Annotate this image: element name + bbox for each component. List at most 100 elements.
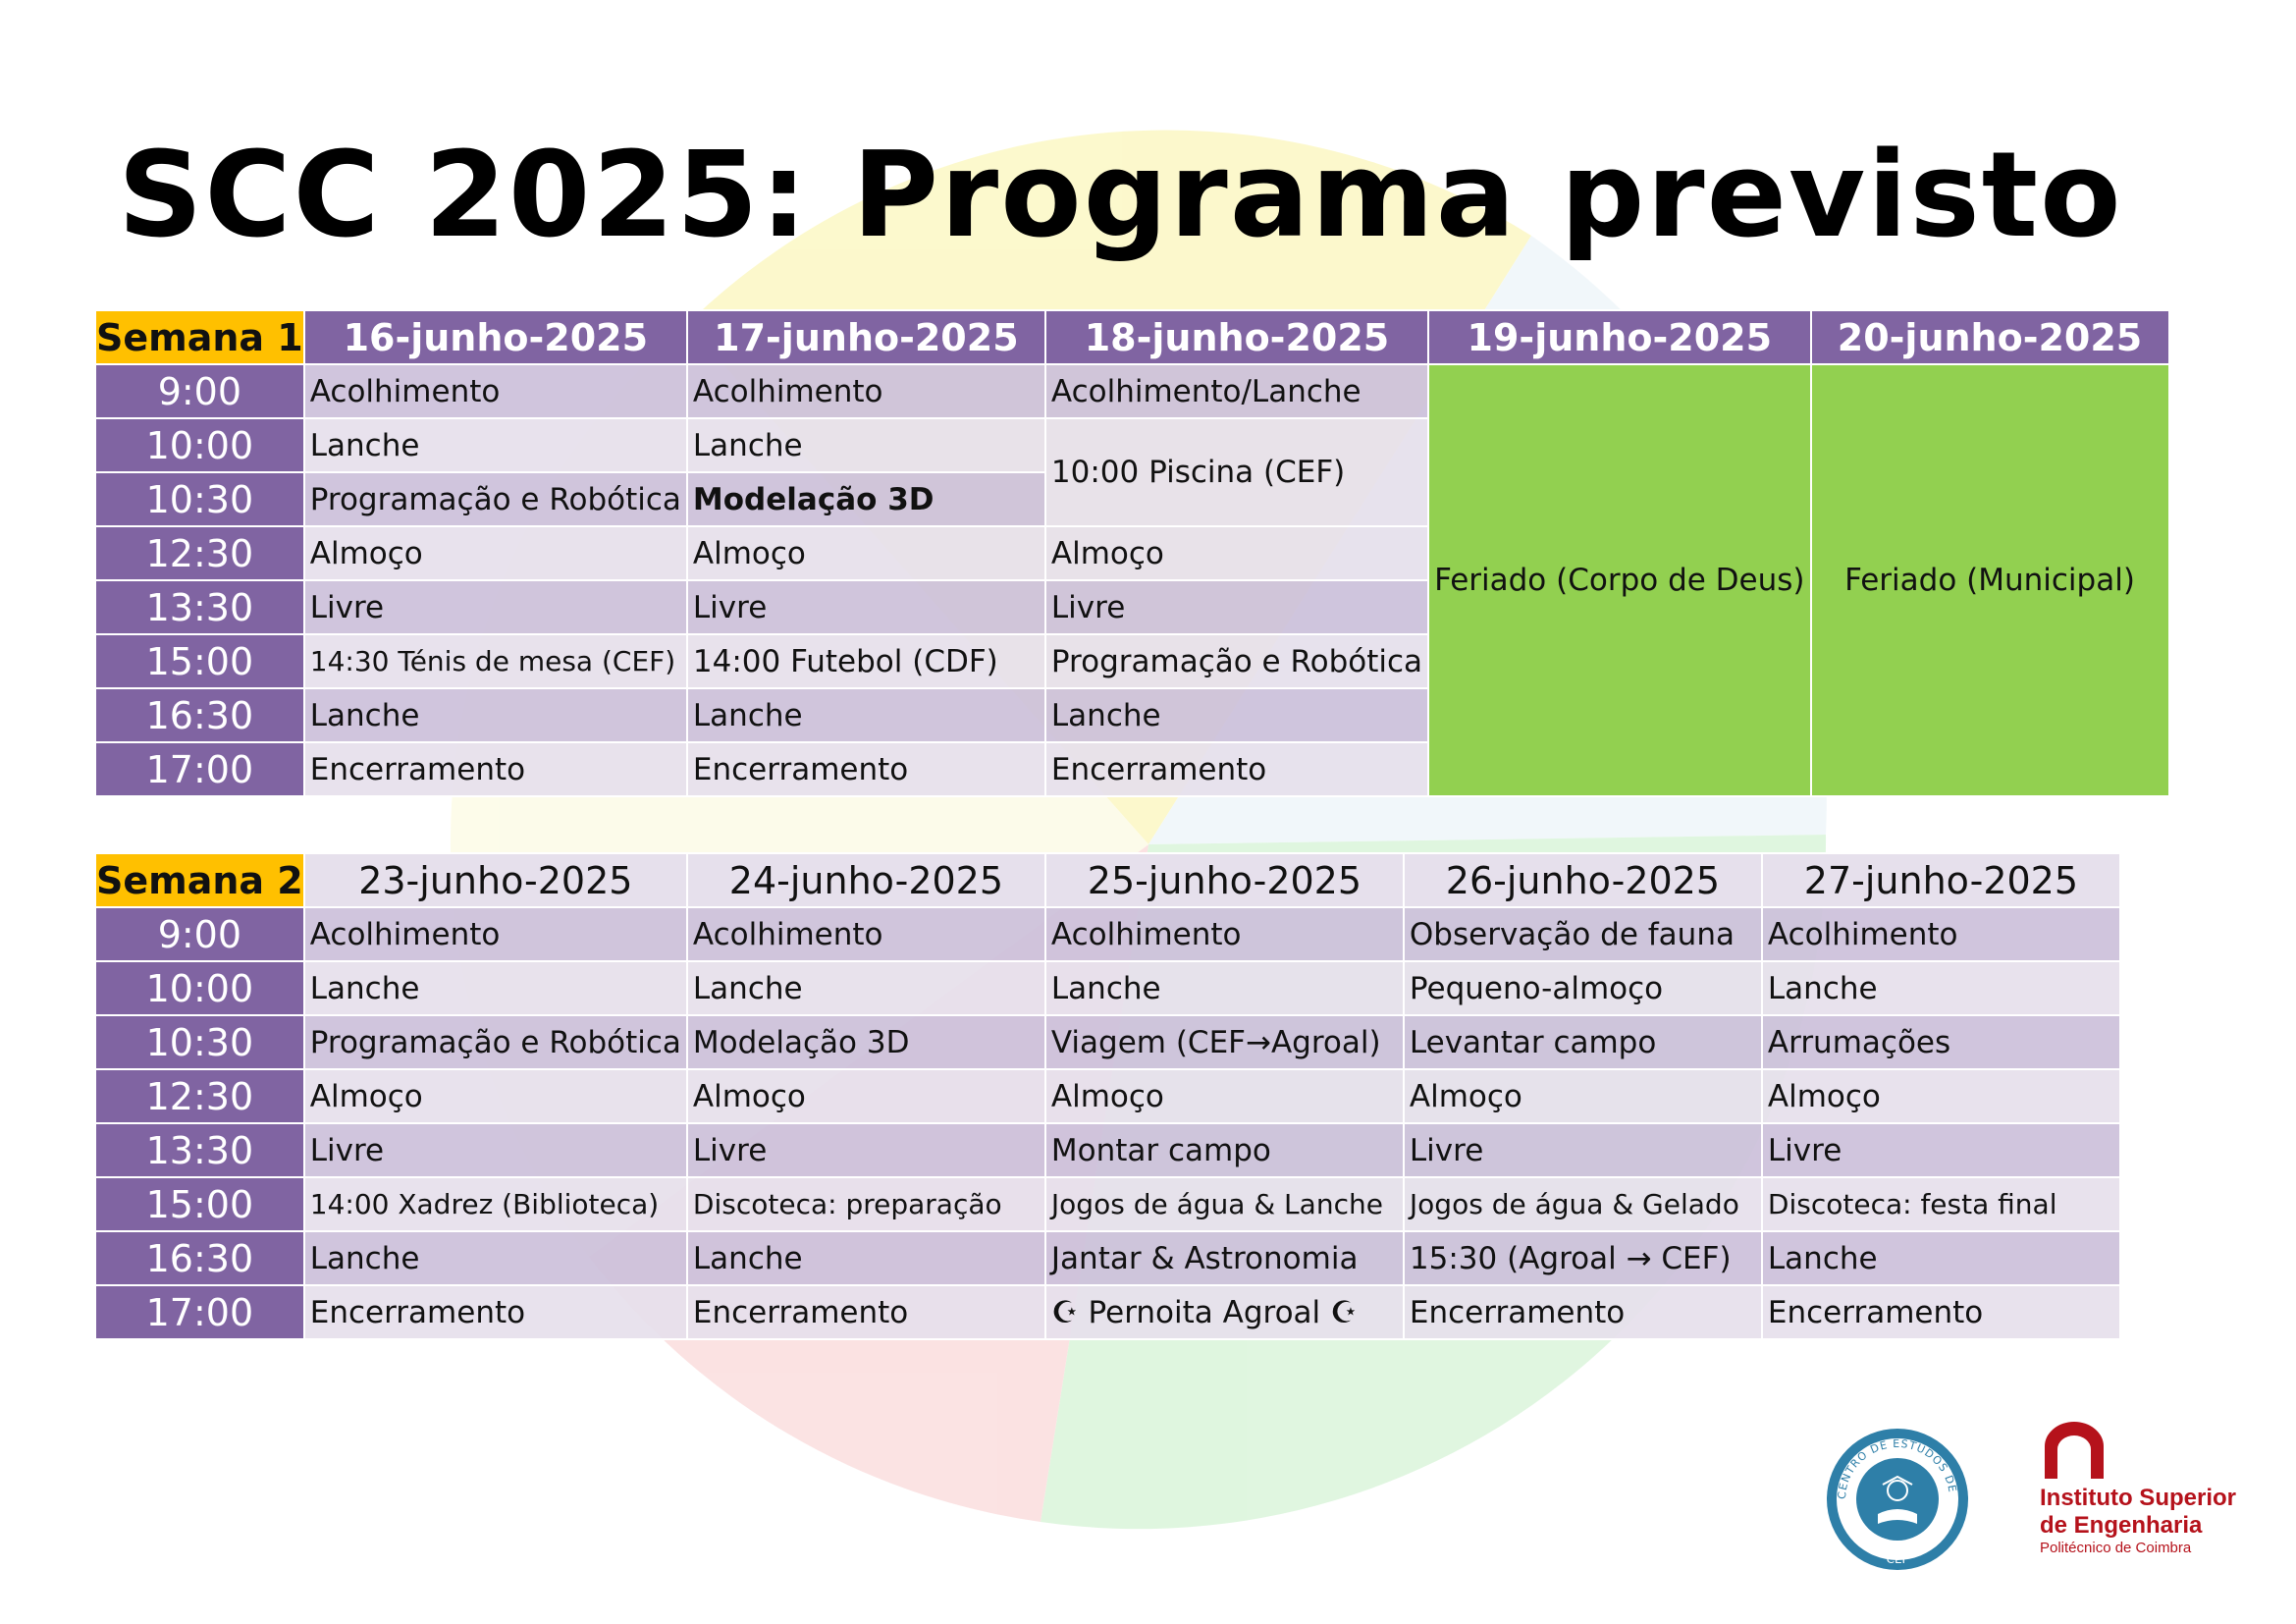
table-row: 10:30 Programação e Robótica Modelação 3… [94,471,2169,527]
activity-cell: Almoço [1760,1068,2121,1124]
activity-cell: 10:00 Piscina (CEF) [1043,417,1430,527]
activity-cell: Pequeno-almoço [1402,960,1763,1016]
table-row: 9:00 Acolhimento Acolhimento Acolhimento… [94,363,2170,797]
table-row: 9:00 Acolhimento Acolhimento Acolhimento… [94,906,2121,962]
activity-cell: Lanche [302,960,688,1016]
time-cell: 12:30 [94,525,305,581]
time-cell: 10:30 [94,1014,305,1070]
table-row: 16:30 Lanche Lanche Jantar & Astronomia … [94,1230,2121,1286]
table-row: 10:00 Lanche Lanche 10:00 Piscina (CEF) [94,417,2169,527]
week2-date-1: 23-junho-2025 [302,852,688,908]
table-row: 13:30 Livre Livre Montar campo Livre Liv… [94,1122,2121,1178]
activity-cell: Acolhimento/Lanche [1043,363,1430,419]
activity-cell: Lanche [685,687,1046,743]
week2-date-4: 26-junho-2025 [1402,852,1763,908]
activity-cell: Jantar & Astronomia [1043,1230,1405,1286]
activity-cell: Jogos de água & Lanche [1043,1176,1405,1232]
activity-cell: Livre [1402,1122,1763,1178]
week2-date-3: 25-junho-2025 [1043,852,1405,908]
activity-cell: Livre [685,579,1046,635]
week2-header-row: Semana 2 23-junho-2025 24-junho-2025 25-… [94,852,2121,908]
activity-cell: Almoço [685,1068,1046,1124]
time-cell: 9:00 [94,363,305,419]
activity-cell: Modelação 3D [685,471,1046,527]
activity-cell: 14:00 Xadrez (Biblioteca) [302,1176,688,1232]
activity-cell: Acolhimento [685,363,1046,419]
table-row: 17:00 Encerramento Encerramento ☪ Pernoi… [94,1284,2121,1340]
activity-cell: Livre [302,579,688,635]
page-title: SCC 2025: Programa previsto [118,128,2123,264]
activity-cell: Livre [1043,579,1430,635]
activity-cell: Acolhimento [302,363,688,419]
table-row: 15:00 14:00 Xadrez (Biblioteca) Discotec… [94,1176,2121,1232]
isec-subtitle: Politécnico de Coimbra [2040,1540,2192,1556]
activity-cell: Lanche [302,1230,688,1286]
activity-cell: Acolhimento [302,906,688,962]
holiday-cell: Feriado (Municipal) [1809,363,2170,797]
activity-cell: Lanche [1760,960,2121,1016]
activity-cell: Programação e Robótica [302,1014,688,1070]
activity-cell: Lanche [1043,960,1405,1016]
activity-cell: Encerramento [685,741,1046,797]
week1-date-1: 16-junho-2025 [302,309,688,365]
table-row: 16:30 Lanche Lanche Lanche [94,687,2169,743]
table-row: 10:30 Programação e Robótica Modelação 3… [94,1014,2121,1070]
activity-cell: Encerramento [1760,1284,2121,1340]
activity-cell: Lanche [302,417,688,473]
isec-arch-icon [2045,1422,2104,1479]
isec-line2: de Engenharia [2040,1512,2203,1539]
activity-cell: Jogos de água & Gelado [1402,1176,1763,1232]
week1-label: Semana 1 [94,309,305,365]
activity-cell: Encerramento [685,1284,1046,1340]
activity-cell: Almoço [302,1068,688,1124]
week1-date-5: 20-junho-2025 [1809,309,2170,365]
week1-date-3: 18-junho-2025 [1043,309,1430,365]
activity-cell: ☪ Pernoita Agroal ☪ [1043,1284,1405,1340]
activity-cell: Discoteca: preparação [685,1176,1046,1232]
time-cell: 12:30 [94,1068,305,1124]
week2-date-2: 24-junho-2025 [685,852,1046,908]
time-cell: 9:00 [94,906,305,962]
time-cell: 16:30 [94,1230,305,1286]
isec-logo: Instituto Superior de Engenharia Politéc… [2040,1422,2266,1579]
time-cell: 17:00 [94,1284,305,1340]
table-row: 12:30 Almoço Almoço Almoço [94,525,2169,581]
table-row: 15:00 14:30 Ténis de mesa (CEF) 14:00 Fu… [94,633,2169,689]
week2-schedule-table: Semana 2 23-junho-2025 24-junho-2025 25-… [94,852,2121,1340]
activity-cell: Arrumações [1760,1014,2121,1070]
isec-line1: Instituto Superior [2040,1485,2236,1511]
holiday-cell: Feriado (Corpo de Deus) [1427,363,1812,797]
activity-cell: 14:00 Futebol (CDF) [685,633,1046,689]
activity-cell: Levantar campo [1402,1014,1763,1070]
activity-cell: Encerramento [302,1284,688,1340]
cef-logo: CENTRO DE ESTUDOS DE FÁTIMA CEF [1824,1426,1968,1570]
time-cell: 17:00 [94,741,305,797]
time-cell: 13:30 [94,579,305,635]
table-row: 13:30 Livre Livre Livre [94,579,2169,635]
activity-cell: 15:30 (Agroal → CEF) [1402,1230,1763,1286]
time-cell: 15:00 [94,1176,305,1232]
table-row: 12:30 Almoço Almoço Almoço Almoço Almoço [94,1068,2121,1124]
activity-cell: Lanche [1043,687,1430,743]
time-cell: 10:00 [94,960,305,1016]
activity-cell: Acolhimento [1043,906,1405,962]
activity-cell: Almoço [1402,1068,1763,1124]
week1-date-2: 17-junho-2025 [685,309,1046,365]
activity-cell: Encerramento [302,741,688,797]
activity-cell: Almoço [302,525,688,581]
activity-cell: Almoço [1043,1068,1405,1124]
activity-cell: Almoço [1043,525,1430,581]
activity-cell: Modelação 3D [685,1014,1046,1070]
week1-date-4: 19-junho-2025 [1427,309,1812,365]
activity-cell: Viagem (CEF→Agroal) [1043,1014,1405,1070]
activity-cell: Programação e Robótica [302,471,688,527]
activity-cell: Acolhimento [1760,906,2121,962]
week1-header-row: Semana 1 16-junho-2025 17-junho-2025 18-… [94,309,2170,365]
activity-cell: Lanche [1760,1230,2121,1286]
activity-cell: Encerramento [1402,1284,1763,1340]
activity-cell: Lanche [685,1230,1046,1286]
time-cell: 15:00 [94,633,305,689]
activity-cell: Montar campo [1043,1122,1405,1178]
table-row: 10:00 Lanche Lanche Lanche Pequeno-almoç… [94,960,2121,1016]
time-cell: 10:00 [94,417,305,473]
